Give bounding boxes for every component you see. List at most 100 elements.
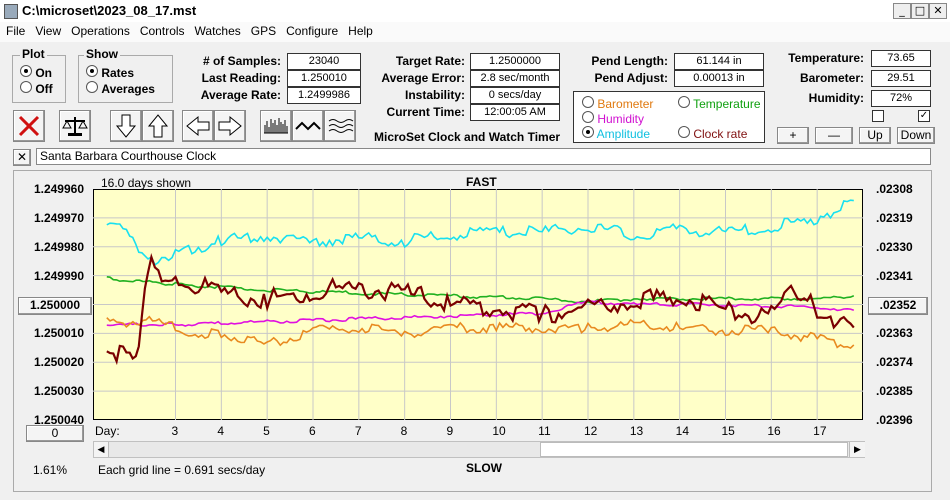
- left-checkbox[interactable]: [872, 110, 884, 122]
- menu-controls[interactable]: Controls: [139, 24, 185, 38]
- menu-configure[interactable]: Configure: [286, 24, 339, 38]
- right-arrow-button[interactable]: [214, 110, 246, 142]
- zero-button[interactable]: 0: [26, 425, 84, 442]
- menu-watches[interactable]: Watches: [194, 24, 241, 38]
- arrow-right-icon: [218, 115, 242, 137]
- arrow-left-icon: [186, 115, 210, 137]
- average-error-label: Average Error:: [381, 71, 465, 85]
- menu-gps[interactable]: GPS: [250, 24, 277, 38]
- scroll-thumb[interactable]: [540, 442, 848, 457]
- maximize-button[interactable]: □: [911, 3, 929, 19]
- plot-off-radio[interactable]: Off: [20, 81, 53, 96]
- up-button[interactable]: Up: [859, 127, 891, 144]
- menu-view[interactable]: View: [35, 24, 62, 38]
- series-label: Barometer: [597, 97, 654, 111]
- series-option-clock-rate[interactable]: Clock rate: [678, 126, 747, 141]
- grid-note-label: Each grid line = 0.691 secs/day: [98, 463, 266, 477]
- wave-icon: [295, 121, 321, 131]
- left-axis-tick: 1.249980: [33, 239, 84, 254]
- right-axis-tick: .02385: [876, 384, 913, 399]
- x-axis-tick: 3: [171, 424, 179, 438]
- average-error-field: 2.8 sec/month: [470, 70, 560, 87]
- rate-chart: [93, 189, 863, 420]
- plot-on-radio[interactable]: On: [20, 65, 52, 80]
- right-checkbox[interactable]: ✓: [918, 110, 930, 122]
- show-averages-radio[interactable]: Averages: [86, 81, 155, 96]
- right-axis-tick: .02363: [876, 326, 913, 341]
- left-axis-tick: 1.250030: [33, 384, 84, 399]
- series-label: Amplitude: [596, 127, 651, 141]
- right-axis-tick: .02319: [876, 210, 913, 225]
- down-arrow-button[interactable]: [110, 110, 142, 142]
- window-title: C:\microset\2023_08_17.mst: [22, 3, 197, 18]
- down-button[interactable]: Down: [897, 127, 935, 144]
- arrow-up-icon: [147, 114, 169, 138]
- x-axis-tick: 7: [354, 424, 362, 438]
- series-option-humidity[interactable]: Humidity: [582, 111, 644, 126]
- balance-button[interactable]: [59, 110, 91, 142]
- show-rates-label: Rates: [101, 66, 135, 80]
- wave-view-button[interactable]: [292, 110, 324, 142]
- series-option-barometer[interactable]: Barometer: [582, 96, 653, 111]
- left-arrow-button[interactable]: [182, 110, 214, 142]
- stop-button[interactable]: [13, 110, 45, 142]
- x-axis-tick: 14: [675, 424, 690, 438]
- average-rate-label: Average Rate:: [200, 88, 281, 102]
- series-option-temperature[interactable]: Temperature: [678, 96, 761, 111]
- show-averages-label: Averages: [101, 82, 155, 96]
- series-label: Clock rate: [693, 127, 748, 141]
- clock-name-field[interactable]: Santa Barbara Courthouse Clock: [36, 148, 931, 165]
- temperature-label: Temperature:: [788, 51, 864, 65]
- pend-adjust-field: 0.00013 in: [674, 70, 764, 87]
- center-value-button[interactable]: 1.250000: [18, 297, 92, 315]
- series-label: Temperature: [693, 97, 761, 111]
- pend-adjust-label: Pend Adjust:: [594, 71, 668, 85]
- x-axis-tick: 12: [584, 424, 598, 438]
- scroll-left-icon[interactable]: ◀: [94, 442, 109, 457]
- x-axis-tick: 5: [263, 424, 270, 438]
- radio-indicator: [582, 96, 594, 108]
- scroll-right-icon[interactable]: ▶: [849, 442, 865, 457]
- menu-help[interactable]: Help: [348, 24, 373, 38]
- right-value-button[interactable]: .02352: [868, 297, 928, 315]
- series-option-amplitude[interactable]: Amplitude: [582, 126, 650, 141]
- last-reading-field: 1.250010: [287, 70, 361, 87]
- x-axis-tick: 9: [446, 424, 454, 438]
- histogram-view-button[interactable]: [260, 110, 292, 142]
- left-axis-tick: 1.249960: [33, 182, 84, 196]
- multi-wave-icon: [328, 119, 354, 133]
- minimize-button[interactable]: _: [893, 3, 911, 19]
- right-axis-tick: .02308: [876, 182, 913, 196]
- right-axis-tick: .02341: [876, 268, 913, 283]
- radio-indicator: [582, 111, 594, 123]
- series-select-box: Barometer Temperature Humidity Amplitude…: [573, 91, 765, 143]
- series-line: [106, 253, 855, 366]
- left-axis-tick: 1.249970: [33, 210, 84, 225]
- app-name-label: MicroSet Clock and Watch Timer: [374, 130, 561, 144]
- minus-button[interactable]: —: [815, 127, 853, 144]
- show-group: [78, 55, 173, 103]
- x-axis-tick: 17: [813, 424, 827, 438]
- show-rates-radio[interactable]: Rates: [86, 65, 134, 80]
- menu-operations[interactable]: Operations: [71, 24, 130, 38]
- plus-button[interactable]: +: [777, 127, 809, 144]
- multiwave-view-button[interactable]: [324, 110, 356, 142]
- radio-indicator: [86, 81, 98, 93]
- menu-file[interactable]: File: [6, 24, 26, 38]
- radio-indicator: [678, 96, 690, 108]
- slow-label: SLOW: [466, 461, 502, 475]
- day-label: Day:: [95, 424, 120, 438]
- radio-indicator: [582, 126, 594, 138]
- horizontal-scrollbar[interactable]: ◀ ▶: [93, 441, 865, 458]
- barometer-field: 29.51: [871, 70, 931, 87]
- left-axis-tick: 1.250040: [33, 413, 84, 427]
- x-axis-tick: 4: [217, 424, 225, 438]
- right-axis-tick: .02396: [876, 413, 913, 427]
- close-button[interactable]: ✕: [929, 3, 947, 19]
- clear-clock-button[interactable]: ✕: [13, 149, 31, 166]
- up-arrow-button[interactable]: [142, 110, 174, 142]
- app-icon: [4, 4, 18, 19]
- current-time-label: Current Time:: [386, 105, 465, 119]
- menu-bar: File View Operations Controls Watches GPS Conf…: [0, 22, 950, 42]
- series-line: [106, 299, 855, 327]
